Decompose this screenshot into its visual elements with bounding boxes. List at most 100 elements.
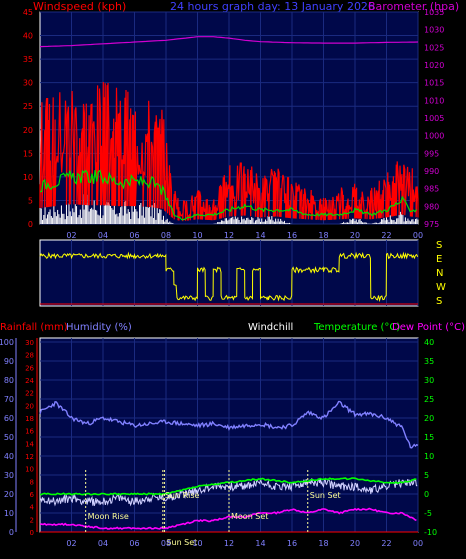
barometer-line xyxy=(39,36,419,48)
temperature-tick-label: 20 xyxy=(424,414,434,423)
wind-pressure-x-labels: 02 04 06 08 10 12 14 16 18 20 22 00 xyxy=(66,231,423,240)
barometer-tick-label: 995 xyxy=(424,149,439,158)
x-tick-label: 20 xyxy=(350,231,360,240)
temperature-tick-label: 40 xyxy=(424,338,434,347)
windspeed-tick-label: 25 xyxy=(23,102,33,111)
rainfall-tick-label: 10 xyxy=(25,466,34,474)
x-tick-label: 22 xyxy=(381,539,391,548)
rainfall-tick-label: 30 xyxy=(25,339,34,347)
barometer-tick-label: 1000 xyxy=(424,132,444,141)
temperature-tick-label: 5 xyxy=(424,471,429,480)
graph-title: 24 hours graph day: 13 January 2026 xyxy=(170,0,375,13)
annotation-label: Moon Rise xyxy=(88,512,129,521)
rainfall-tick-label: 22 xyxy=(25,390,34,398)
humidity-tick-label: 90 xyxy=(4,357,14,366)
temperature-tick-label: 35 xyxy=(424,357,434,366)
humidity-tick-label: 20 xyxy=(4,490,14,499)
x-tick-label: 10 xyxy=(192,231,202,240)
rainfall-tick-label: 26 xyxy=(25,364,34,372)
humidity-tick-label: 30 xyxy=(4,471,14,480)
compass-label: E xyxy=(436,254,442,265)
legend-dew-point: Dew Point (°C) xyxy=(392,322,465,333)
x-tick-label: 18 xyxy=(318,539,328,548)
humidity-tick-label: 60 xyxy=(4,414,14,423)
windspeed-axis-title: Windspeed (kph) xyxy=(33,0,126,13)
rainfall-tick-label: 24 xyxy=(25,377,34,385)
windspeed-tick-label: 45 xyxy=(23,8,33,17)
humidity-tick-label: 10 xyxy=(4,509,14,518)
rainfall-tick-label: 14 xyxy=(25,440,34,448)
rainfall-tick-label: 28 xyxy=(25,352,34,360)
rainfall-tick-label: 6 xyxy=(30,491,35,499)
windspeed-tick-label: 10 xyxy=(23,173,33,182)
legend-windchill: Windchill xyxy=(248,322,293,333)
rainfall-tick-label: 16 xyxy=(25,428,34,436)
wind-average-line xyxy=(39,169,417,221)
x-tick-label: 02 xyxy=(66,539,76,548)
temperature-humidity-axis-ticks: 0102030405060708090100024681012141618202… xyxy=(0,338,437,537)
barometer-tick-label: 990 xyxy=(424,167,439,176)
compass-label: S xyxy=(436,240,442,251)
legend-temperature: Temperature (°C) xyxy=(313,322,400,333)
windspeed-tick-label: 30 xyxy=(23,79,33,88)
barometer-tick-label: 1035 xyxy=(424,8,444,17)
x-tick-label: 06 xyxy=(129,231,139,240)
barometer-tick-label: 1010 xyxy=(424,96,444,105)
x-tick-label: 22 xyxy=(381,231,391,240)
compass-label: S xyxy=(436,296,442,307)
x-tick-label: 04 xyxy=(98,539,108,548)
windspeed-tick-label: 40 xyxy=(23,32,33,41)
x-tick-label: 02 xyxy=(66,231,76,240)
humidity-tick-label: 70 xyxy=(4,395,14,404)
humidity-tick-label: 80 xyxy=(4,376,14,385)
x-tick-label: 12 xyxy=(224,231,234,240)
compass-label: N xyxy=(436,268,443,279)
annotation-label: Sun Set xyxy=(310,491,341,500)
barometer-tick-label: 980 xyxy=(424,202,439,211)
dew-point-line xyxy=(39,507,417,530)
wind-direction-line xyxy=(39,251,419,303)
rainfall-tick-label: 8 xyxy=(30,478,34,486)
x-tick-label: 20 xyxy=(350,539,360,548)
barometer-tick-label: 1020 xyxy=(424,61,444,70)
x-tick-label: 12 xyxy=(224,539,234,548)
annotation-label: Moon Set xyxy=(231,512,268,521)
x-tick-label: 14 xyxy=(255,539,265,548)
windspeed-tick-label: 20 xyxy=(23,126,33,135)
x-tick-label: 00 xyxy=(413,539,423,548)
wind-pressure-axis-ticks: 0510152025303540459759809859909951000100… xyxy=(23,8,445,229)
humidity-tick-label: 0 xyxy=(9,528,14,537)
sun-moon-annotations: Moon Rise Sun Rise Sun Set Moon Set Sun Set xyxy=(85,470,341,547)
humidity-tick-label: 50 xyxy=(4,433,14,442)
wind-gust-line xyxy=(39,81,419,222)
wind-pressure-series xyxy=(39,36,419,224)
x-tick-label: 08 xyxy=(161,539,171,548)
rainfall-tick-label: 20 xyxy=(25,402,34,410)
x-tick-label: 18 xyxy=(318,231,328,240)
x-tick-label: 16 xyxy=(287,539,297,548)
barometer-tick-label: 985 xyxy=(424,185,439,194)
barometer-tick-label: 1030 xyxy=(424,26,444,35)
temperature-tick-label: -5 xyxy=(424,509,432,518)
humidity-line xyxy=(39,400,419,449)
temperature-tick-label: 15 xyxy=(424,433,434,442)
windspeed-tick-label: 0 xyxy=(28,220,33,229)
compass-label: W xyxy=(436,282,446,293)
x-tick-label: 14 xyxy=(255,231,265,240)
temperature-tick-label: 0 xyxy=(424,490,429,499)
windspeed-tick-label: 35 xyxy=(23,55,33,64)
rainfall-tick-label: 12 xyxy=(25,453,34,461)
windspeed-tick-label: 5 xyxy=(28,196,33,205)
x-tick-label: 10 xyxy=(192,539,202,548)
barometer-tick-label: 975 xyxy=(424,220,439,229)
x-tick-label: 08 xyxy=(161,231,171,240)
temperature-tick-label: -10 xyxy=(424,528,437,537)
rainfall-tick-label: 2 xyxy=(30,516,34,524)
x-tick-label: 06 xyxy=(129,539,139,548)
temperature-line xyxy=(39,477,417,496)
rainfall-tick-label: 4 xyxy=(30,504,35,512)
barometer-tick-label: 1025 xyxy=(424,43,444,52)
annotation-label: Sun Set xyxy=(166,538,197,547)
